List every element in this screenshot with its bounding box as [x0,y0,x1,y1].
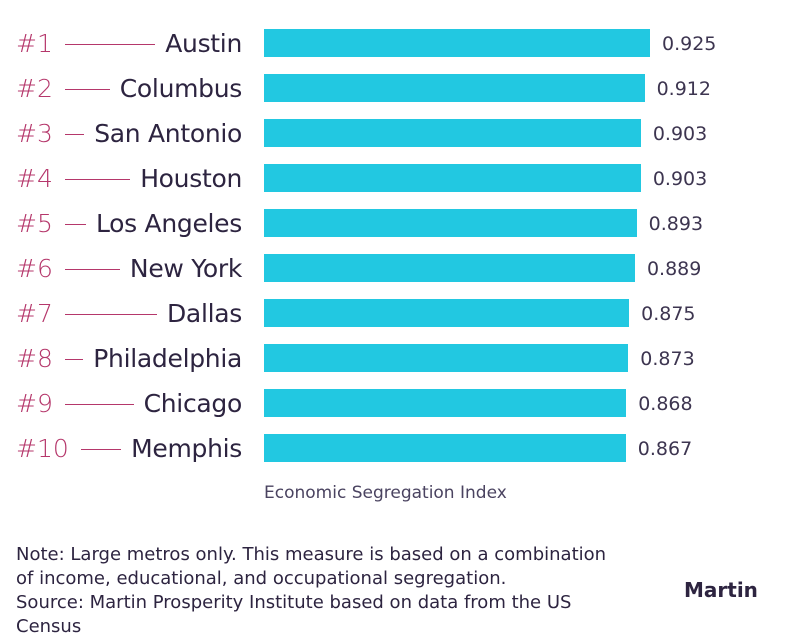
rank-label: #4 [16,163,53,193]
value-label: 0.903 [652,168,708,190]
value-label: 0.875 [641,303,696,325]
value-label: 0.912 [656,78,711,100]
note-line-1: Note: Large metros only. This measure is… [16,544,607,565]
bar [264,299,630,327]
bar [264,254,635,282]
bar-label: #1 Austin [16,28,242,58]
bar-label: #7 Dallas [16,298,242,328]
rank-label: #6 [16,253,53,283]
bar-label: #5 Los Angeles [16,208,242,238]
value-label: 0.889 [646,258,702,280]
bar-row: #1 Austin 0.925 [16,29,796,74]
leader-line [64,178,131,180]
city-label: Dallas [166,298,242,328]
martin-logo: Martin [684,578,758,602]
bar-row: #2 Columbus 0.912 [16,74,796,119]
leader-line [64,358,84,360]
value-label: 0.893 [648,213,704,235]
rank-label: #2 [16,73,53,103]
rank-label: #1 [16,28,53,58]
leader-line [64,43,156,45]
city-label: San Antonio [94,118,242,148]
leader-line [64,313,157,315]
bar [264,29,650,57]
leader-line [64,223,86,225]
city-label: New York [129,253,242,283]
bar-row: #7 Dallas 0.875 [16,299,796,344]
bar-label: #4 Houston [16,163,242,193]
bar-label: #10 Memphis [16,433,242,463]
value-label: 0.868 [638,393,693,415]
value-label: 0.903 [652,123,708,145]
rank-label: #10 [16,433,69,463]
bar [264,74,645,102]
leader-line [64,133,85,135]
rank-label: #9 [16,388,53,418]
city-label: Columbus [119,73,243,103]
bar-row: #4 Houston 0.903 [16,164,796,209]
rank-label: #3 [16,118,53,148]
bar-label: #8 Philadelphia [16,343,242,373]
rank-label: #7 [16,298,53,328]
note-line-2: of income, educational, and occupational… [16,568,507,589]
bar-label: #3 San Antonio [16,118,242,148]
bar-label: #9 Chicago [16,388,243,418]
rank-label: #8 [16,343,53,373]
bar-label: #6 New York [16,253,242,283]
bar-row: #10 Memphis 0.867 [16,434,796,479]
bar-row: #9 Chicago 0.868 [16,389,796,434]
bar [264,389,627,417]
bar [264,209,637,237]
bar [264,164,641,192]
bar [264,434,626,462]
rank-label: #5 [16,208,53,238]
leader-line [64,403,134,405]
leader-line [80,448,122,450]
city-label: Chicago [143,388,243,418]
note-line-3: Source: Martin Prosperity Institute base… [16,592,572,637]
bar [264,119,641,147]
city-label: Memphis [131,433,242,463]
bar-row: #6 New York 0.889 [16,254,796,299]
value-label: 0.867 [637,438,693,460]
leader-line [64,268,120,270]
city-label: Austin [165,28,242,58]
bar-label: #2 Columbus [16,73,243,103]
value-label: 0.925 [662,33,717,55]
city-label: Los Angeles [95,208,242,238]
leader-line [64,88,110,90]
bar [264,344,629,372]
x-axis-label: Economic Segregation Index [264,483,507,503]
bar-row: #3 San Antonio 0.903 [16,119,796,164]
bar-row: #8 Philadelphia 0.873 [16,344,796,389]
chart-note: Note: Large metros only. This measure is… [16,543,616,639]
city-label: Houston [140,163,242,193]
value-label: 0.873 [640,348,695,370]
city-label: Philadelphia [93,343,242,373]
bar-row: #5 Los Angeles 0.893 [16,209,796,254]
